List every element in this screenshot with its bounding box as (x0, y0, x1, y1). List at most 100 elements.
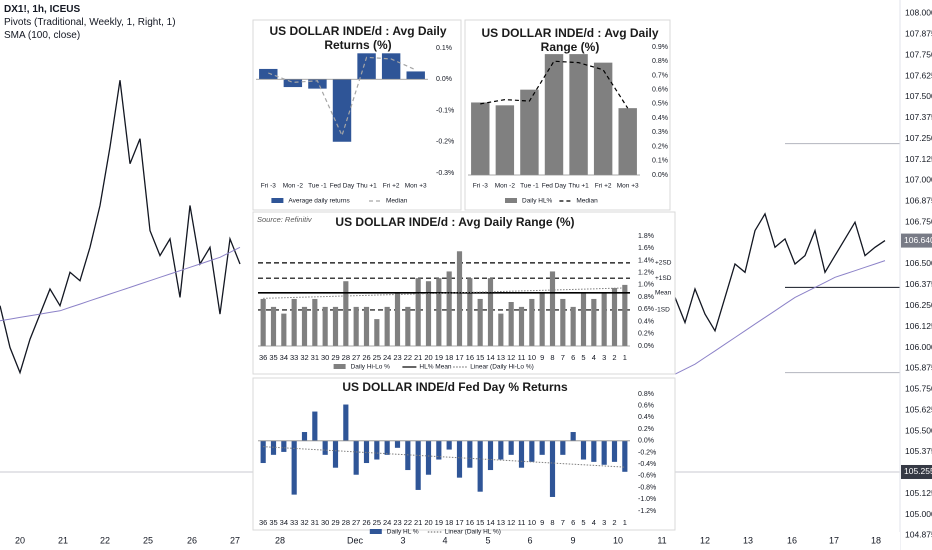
y-tick-label: 0.1% (436, 45, 452, 52)
legend-label: Average daily returns (288, 198, 350, 205)
x-tick-label: 10 (528, 353, 536, 362)
inset-title: US DOLLAR INDE/d : Avg Daily Range (%) (335, 215, 575, 229)
bar (467, 278, 473, 346)
x-tick-label: Mon +3 (405, 183, 427, 190)
x-tick-label: 26 (187, 535, 197, 545)
x-tick-label: Fri -3 (261, 183, 277, 190)
y-tick-label: 1.0% (638, 282, 654, 289)
x-tick-label: 12 (507, 353, 515, 362)
x-tick-label: 12 (700, 535, 710, 545)
indicator: SMA (100, close) (4, 30, 81, 41)
y-tick-label: 106.875 (905, 196, 932, 206)
bar (384, 306, 390, 346)
x-tick-label: 5 (581, 353, 585, 362)
x-tick-label: 3 (602, 518, 606, 527)
x-tick-label: 6 (571, 518, 575, 527)
y-tick-label: 0.9% (652, 44, 668, 51)
source-note: Source: Refinitiv (257, 215, 313, 224)
x-tick-label: 27 (230, 535, 240, 545)
bar (539, 292, 545, 346)
y-tick-label: 1.2% (638, 270, 654, 277)
bar (259, 68, 278, 80)
bar (529, 298, 535, 346)
x-tick-label: 16 (466, 353, 474, 362)
bar (549, 271, 556, 346)
x-tick-label: 29 (331, 518, 339, 527)
bar (446, 271, 452, 346)
sd-label: +1SD (655, 275, 672, 282)
y-tick-label: 105.750 (905, 384, 932, 394)
bar (270, 306, 277, 346)
bar (283, 79, 303, 88)
y-tick-label: 105.000 (905, 509, 932, 519)
x-tick-label: 21 (58, 535, 68, 545)
y-tick-label: -1.2% (638, 508, 656, 515)
bar (301, 432, 308, 441)
x-tick-label: 13 (743, 535, 753, 545)
bar (312, 411, 318, 441)
y-tick-label: 105.375 (905, 446, 932, 456)
bar (363, 306, 370, 346)
bar (518, 306, 525, 346)
y-tick-label: 0.2% (638, 426, 654, 433)
bar (394, 292, 401, 346)
x-tick-label: 2 (612, 518, 616, 527)
x-tick-label: 25 (373, 353, 381, 362)
bar (301, 306, 308, 346)
y-tick-label: 104.875 (905, 530, 932, 540)
bar (270, 440, 277, 455)
x-tick-label: 31 (311, 353, 319, 362)
bar (425, 281, 432, 346)
y-tick-label: -0.1% (436, 107, 454, 114)
x-tick-label: Thu +1 (356, 183, 377, 190)
bar (487, 440, 494, 471)
x-tick-label: 32 (300, 518, 308, 527)
bar (406, 71, 425, 80)
x-tick-label: 15 (476, 518, 484, 527)
bar (580, 440, 587, 460)
mean-label: Mean (655, 290, 672, 297)
x-tick-label: 35 (269, 518, 277, 527)
legend-label: Daily HL % (387, 529, 419, 536)
x-tick-label: 30 (321, 518, 329, 527)
bar (436, 278, 442, 346)
x-tick-label: Fri -3 (473, 183, 489, 190)
x-tick-label: 28 (342, 353, 350, 362)
median-line (268, 56, 416, 138)
bar (332, 440, 339, 468)
bar (281, 313, 287, 346)
bar (498, 440, 504, 460)
x-tick-label: 24 (383, 353, 391, 362)
x-tick-label: 23 (393, 518, 401, 527)
bar (477, 298, 483, 346)
x-tick-label: 7 (561, 353, 565, 362)
x-tick-label: 9 (540, 353, 544, 362)
x-tick-label: Mon -2 (495, 183, 516, 190)
x-tick-label: 13 (497, 518, 505, 527)
x-tick-label: Thu +1 (568, 183, 589, 190)
bar (281, 440, 287, 452)
x-tick-label: 16 (787, 535, 797, 545)
y-tick-label: 107.375 (905, 112, 932, 122)
bar (560, 440, 566, 455)
bar (487, 278, 494, 346)
bar (570, 306, 576, 346)
bar (467, 440, 473, 468)
x-tick-label: 11 (657, 535, 666, 545)
indicator: Pivots (Traditional, Weekly, 1, Right, 1… (4, 17, 176, 28)
y-tick-label: 107.250 (905, 133, 932, 143)
bar (415, 278, 421, 346)
x-tick-label: 13 (497, 353, 505, 362)
bar (569, 54, 588, 175)
x-tick-label: 34 (280, 353, 288, 362)
x-tick-label: 8 (550, 353, 554, 362)
y-tick-label: 106.750 (905, 216, 932, 226)
x-tick-label: Tue -1 (520, 183, 539, 190)
bar (593, 62, 613, 176)
x-tick-label: 26 (362, 353, 370, 362)
y-tick-label: 105.125 (905, 488, 932, 498)
bar (544, 54, 564, 175)
bar (353, 440, 359, 475)
x-tick-label: 31 (311, 518, 319, 527)
